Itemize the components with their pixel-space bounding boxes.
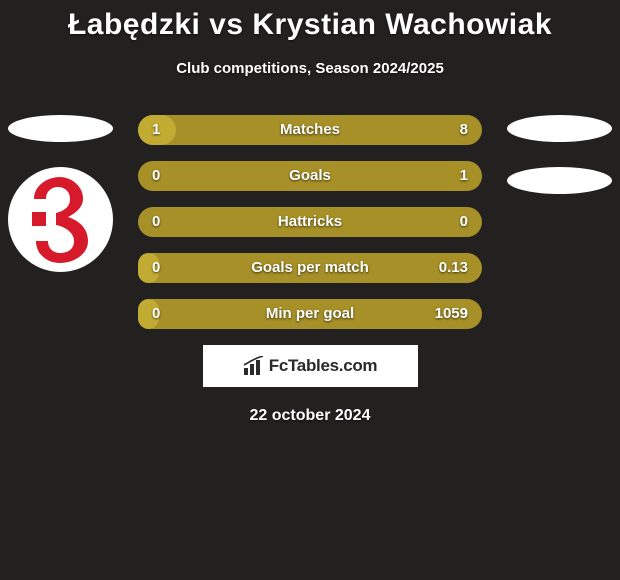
footer-logo: FcTables.com bbox=[203, 345, 418, 387]
stat-row: 0Hattricks0 bbox=[138, 207, 482, 237]
chart-icon bbox=[243, 356, 265, 376]
stat-row: 0Min per goal1059 bbox=[138, 299, 482, 329]
stat-row: 1Matches8 bbox=[138, 115, 482, 145]
footer-brand-text: FcTables.com bbox=[269, 356, 378, 376]
stat-label: Goals per match bbox=[138, 253, 482, 283]
left-avatar-column bbox=[8, 115, 113, 272]
stats-area: 1Matches80Goals10Hattricks00Goals per ma… bbox=[0, 115, 620, 329]
stat-label: Matches bbox=[138, 115, 482, 145]
club-avatar-placeholder bbox=[507, 167, 612, 194]
stat-right-value: 0 bbox=[460, 207, 468, 237]
stat-label: Min per goal bbox=[138, 299, 482, 329]
page-title: Łabędzki vs Krystian Wachowiak bbox=[0, 0, 620, 42]
right-avatar-column bbox=[507, 115, 612, 219]
stat-label: Hattricks bbox=[138, 207, 482, 237]
date-label: 22 october 2024 bbox=[0, 407, 620, 425]
stat-right-value: 1 bbox=[460, 161, 468, 191]
subtitle: Club competitions, Season 2024/2025 bbox=[0, 60, 620, 77]
stat-row: 0Goals1 bbox=[138, 161, 482, 191]
stat-rows: 1Matches80Goals10Hattricks00Goals per ma… bbox=[138, 115, 482, 329]
club-badge-icon bbox=[8, 167, 113, 272]
stat-right-value: 0.13 bbox=[439, 253, 468, 283]
club-badge-lks bbox=[8, 167, 113, 272]
stat-right-value: 1059 bbox=[435, 299, 468, 329]
player-avatar-placeholder bbox=[507, 115, 612, 142]
stat-row: 0Goals per match0.13 bbox=[138, 253, 482, 283]
stat-label: Goals bbox=[138, 161, 482, 191]
player-avatar-placeholder bbox=[8, 115, 113, 142]
stat-right-value: 8 bbox=[460, 115, 468, 145]
